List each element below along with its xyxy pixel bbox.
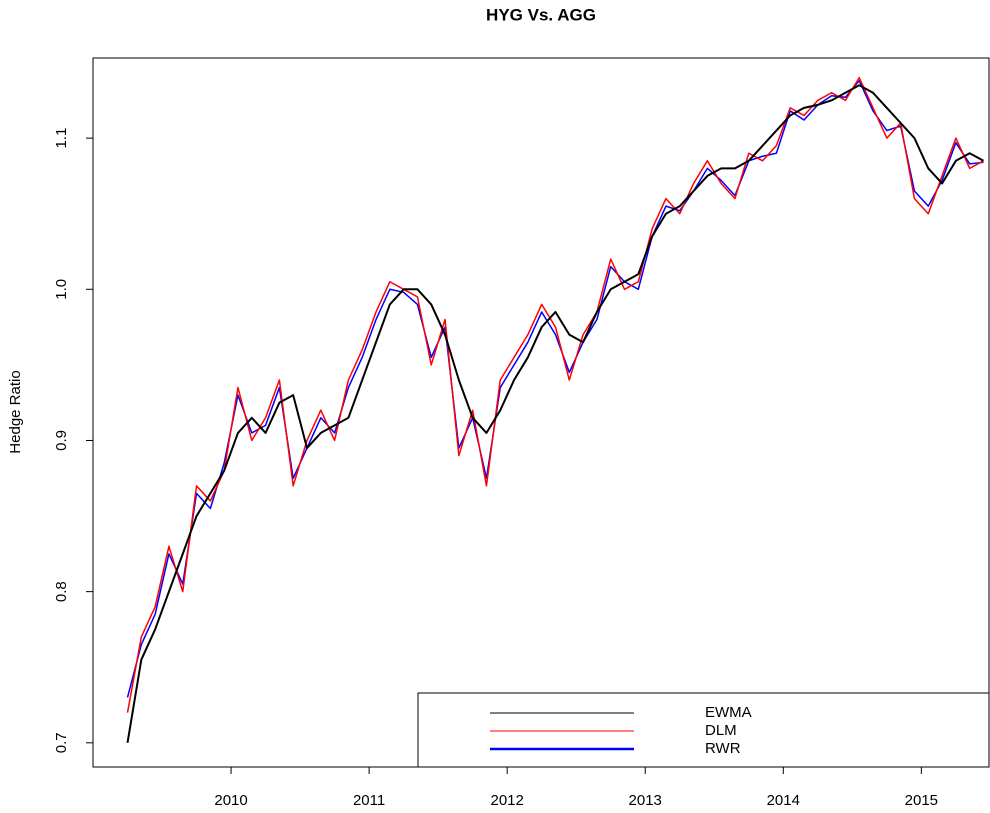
x-tick-label: 2014 bbox=[767, 792, 800, 809]
x-tick-label: 2010 bbox=[214, 792, 247, 809]
y-tick-label: 1.0 bbox=[53, 279, 70, 300]
y-tick-label: 1.1 bbox=[53, 128, 70, 149]
legend-label: DLM bbox=[705, 722, 737, 739]
series-line bbox=[126, 84, 984, 743]
y-tick-label: 0.9 bbox=[53, 430, 70, 451]
x-tick-label: 2013 bbox=[629, 792, 662, 809]
legend-box bbox=[417, 692, 990, 768]
series-line bbox=[126, 79, 984, 698]
chart-title: HYG Vs. AGG bbox=[486, 5, 596, 24]
y-axis-label: Hedge Ratio bbox=[7, 370, 24, 453]
y-tick-label: 0.7 bbox=[53, 732, 70, 753]
x-tick-label: 2012 bbox=[490, 792, 523, 809]
legend-label: EWMA bbox=[705, 704, 752, 721]
x-tick-label: 2015 bbox=[905, 792, 938, 809]
y-tick-label: 0.8 bbox=[53, 581, 70, 602]
series-line bbox=[126, 76, 984, 713]
x-tick-label: 2011 bbox=[353, 792, 385, 809]
legend-label: RWR bbox=[705, 740, 741, 757]
